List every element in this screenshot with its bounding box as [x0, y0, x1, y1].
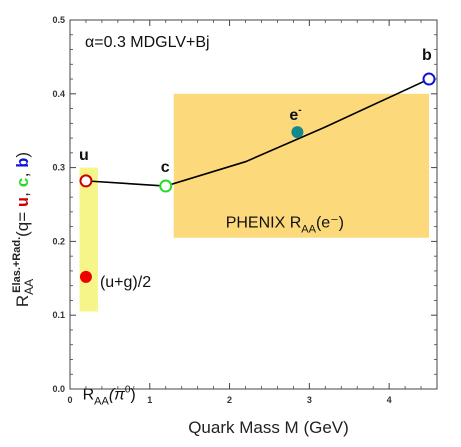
y-axis-q-c: c — [15, 177, 34, 187]
ug-average-label: (u+g)/2 — [100, 274, 151, 291]
pion-point — [79, 270, 92, 283]
u-quark-point — [79, 174, 93, 188]
x-tick-label: 4 — [387, 395, 392, 405]
y-axis-q-b: b — [15, 158, 34, 168]
y-axis-q-u: u — [15, 197, 34, 207]
phenix-band-label: PHENIX RAA(e⁻) — [226, 215, 344, 236]
x-tick-label: 1 — [147, 395, 152, 405]
y-axis-ticks: 0.0 0.1 0.2 0.3 0.4 0.5 — [52, 15, 437, 394]
y-tick-label: 0.2 — [52, 236, 65, 246]
y-axis-title: RAAElas.+Rad.(q= u, c, b) — [11, 152, 36, 307]
u-label: u — [79, 147, 89, 164]
x-tick-label: 0 — [67, 395, 72, 405]
y-tick-label: 0.4 — [52, 89, 65, 99]
pion-band — [79, 167, 98, 312]
x-tick-label: 2 — [227, 395, 232, 405]
y-tick-label: 0.1 — [52, 310, 65, 320]
c-label: c — [161, 159, 170, 176]
b-label: b — [422, 47, 432, 64]
pion-band-label: RAA(π0) — [83, 385, 136, 408]
x-axis-title: Quark Mass M (GeV) — [188, 418, 349, 437]
x-axis-ticks: 0 1 2 3 4 — [67, 20, 422, 405]
electron-point — [291, 126, 304, 139]
y-tick-label: 0.0 — [52, 384, 65, 394]
c-quark-point — [159, 179, 173, 193]
y-tick-label: 0.3 — [52, 163, 65, 173]
electron-label: e- — [289, 105, 301, 124]
phenix-band — [173, 93, 430, 238]
y-tick-label: 0.5 — [52, 15, 65, 25]
x-tick-label: 3 — [307, 395, 312, 405]
b-quark-point — [422, 72, 436, 86]
raa-curve-line — [85, 78, 430, 187]
chart-title: α=0.3 MDGLV+Bj — [85, 34, 210, 51]
plot-frame — [69, 19, 438, 390]
